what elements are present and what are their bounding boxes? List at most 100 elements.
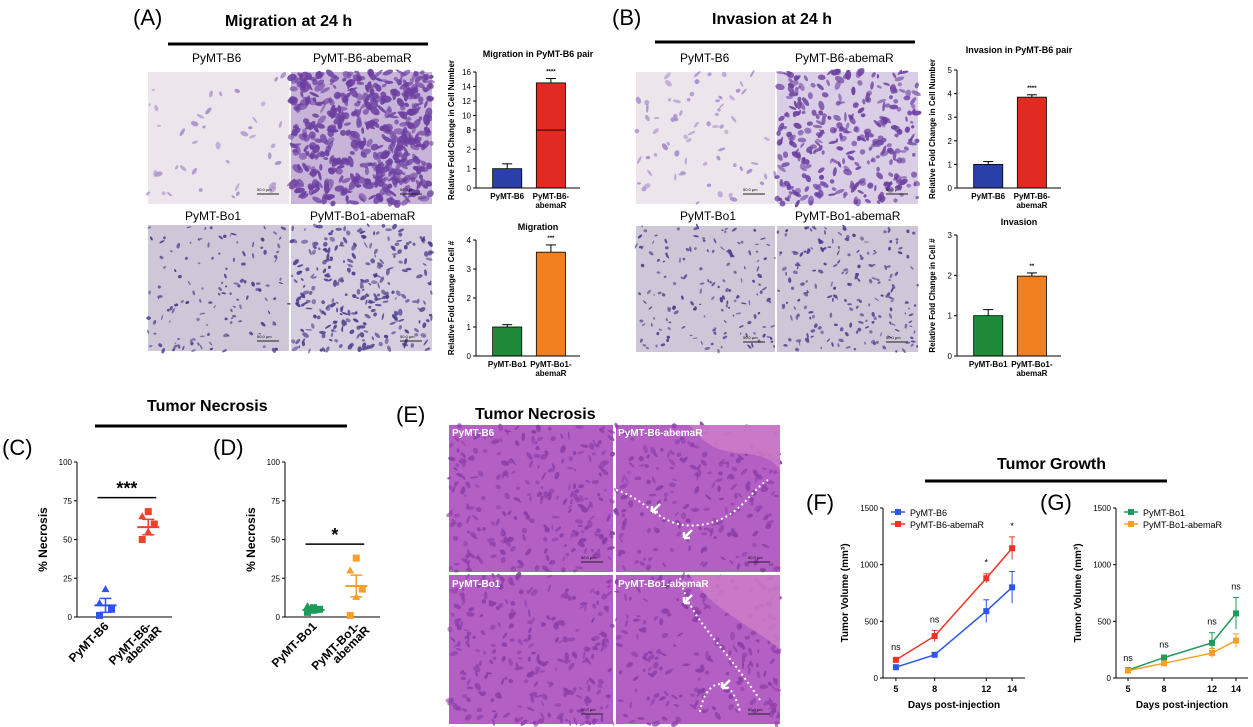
cell-mark — [406, 138, 417, 146]
cell-mark — [296, 163, 302, 171]
cell-mark — [803, 159, 810, 165]
chart-title: Invasion — [1001, 217, 1038, 227]
cell-mark — [787, 133, 794, 141]
cell-mark — [810, 82, 816, 88]
cell-mark — [225, 267, 228, 270]
cell-mark — [898, 89, 907, 93]
cell-mark — [388, 190, 397, 197]
x-tick-label: 14 — [1007, 684, 1017, 694]
data-point — [346, 611, 354, 619]
cell-mark — [404, 257, 408, 265]
invasion-bo1-image-bg — [636, 226, 775, 352]
cell-mark — [674, 150, 680, 157]
cell-mark — [258, 332, 261, 335]
cell-mark — [163, 265, 167, 269]
micrograph-layer: 50.0 μm 50.0 μm 50.0 μm 50.0 μm 50.0 μm 50.0 … — [146, 68, 922, 727]
cell-mark — [684, 157, 687, 165]
cell-mark — [361, 339, 366, 342]
cell-mark — [855, 166, 862, 170]
data-point — [983, 575, 990, 582]
cell-mark — [305, 267, 310, 272]
cell-mark — [863, 128, 872, 135]
cell-mark — [331, 298, 335, 303]
cell-mark — [303, 228, 307, 231]
cell-mark — [396, 97, 405, 107]
cell-mark — [328, 232, 333, 236]
data-point — [138, 536, 146, 543]
cell-mark — [836, 146, 844, 151]
cell-mark — [914, 138, 920, 144]
legend-label: PyMT-B6 — [910, 508, 947, 518]
cell-mark — [428, 74, 434, 79]
cell-mark — [305, 307, 313, 310]
chart-xlabel: Days post-injection — [1136, 700, 1228, 711]
cell-mark — [801, 110, 806, 115]
cell-mark — [815, 138, 823, 144]
cell-mark — [747, 666, 751, 675]
x-tick-label: PyMT-Bo1- — [530, 360, 572, 369]
cell-mark — [390, 245, 396, 252]
cell-mark — [201, 287, 204, 290]
bar — [1016, 96, 1047, 189]
cell-mark — [344, 293, 348, 297]
cell-mark — [746, 168, 753, 174]
cell-mark — [251, 252, 255, 259]
cell-mark — [255, 282, 261, 285]
cell-mark — [776, 138, 783, 146]
cell-mark — [785, 271, 787, 276]
cell-mark — [401, 132, 407, 138]
cell-mark — [906, 141, 917, 146]
cell-mark — [242, 250, 246, 257]
cell-mark — [312, 245, 317, 250]
cell-mark — [251, 281, 255, 287]
cell-mark — [812, 150, 816, 155]
cell-mark — [340, 129, 347, 136]
cell-mark — [380, 98, 386, 105]
cell-mark — [645, 114, 650, 122]
cell-mark — [394, 312, 398, 316]
cell-mark — [381, 313, 385, 321]
cell-mark — [342, 236, 348, 244]
cell-mark — [341, 311, 349, 316]
cell-mark — [209, 226, 213, 230]
cell-mark — [148, 344, 153, 348]
cell-mark — [721, 71, 727, 78]
cell-mark — [411, 127, 416, 134]
cell-mark — [291, 225, 294, 232]
cell-mark — [389, 133, 393, 139]
cell-mark — [317, 247, 321, 251]
cell-mark — [329, 112, 341, 118]
cell-mark — [355, 184, 362, 188]
cell-mark — [197, 237, 203, 241]
cell-mark — [634, 476, 642, 481]
data-point — [1125, 667, 1131, 674]
cell-mark — [393, 144, 400, 154]
cell-mark — [291, 346, 299, 352]
panel-label-c: (C) — [2, 435, 33, 460]
cell-mark — [387, 345, 392, 352]
cell-mark — [420, 238, 426, 242]
y-y-tick-label: 5 — [948, 66, 953, 75]
panel-label-a: (A) — [133, 5, 162, 30]
upper-y-tick-label: 10 — [462, 112, 471, 121]
cell-mark — [176, 242, 181, 249]
cell-mark — [893, 198, 898, 203]
cell-mark — [849, 113, 854, 121]
cell-mark — [787, 71, 794, 79]
cell-mark — [407, 108, 415, 116]
cell-mark — [354, 108, 358, 118]
x-tick-label: 5 — [1125, 684, 1130, 694]
cell-mark — [805, 175, 812, 183]
cell-mark — [375, 161, 384, 168]
cell-mark — [323, 156, 329, 161]
cell-mark — [397, 228, 405, 233]
cell-mark — [345, 230, 351, 236]
data-point — [144, 508, 152, 516]
cell-mark — [349, 200, 360, 205]
cell-mark — [403, 102, 410, 107]
cell-mark — [397, 177, 404, 183]
invasion-b6-image-bg — [636, 72, 775, 204]
chart-A-top: Migration in PyMT-B6 pair Relative Fold C… — [447, 49, 594, 210]
cell-mark — [909, 133, 915, 143]
significance-label: * — [1010, 521, 1014, 531]
